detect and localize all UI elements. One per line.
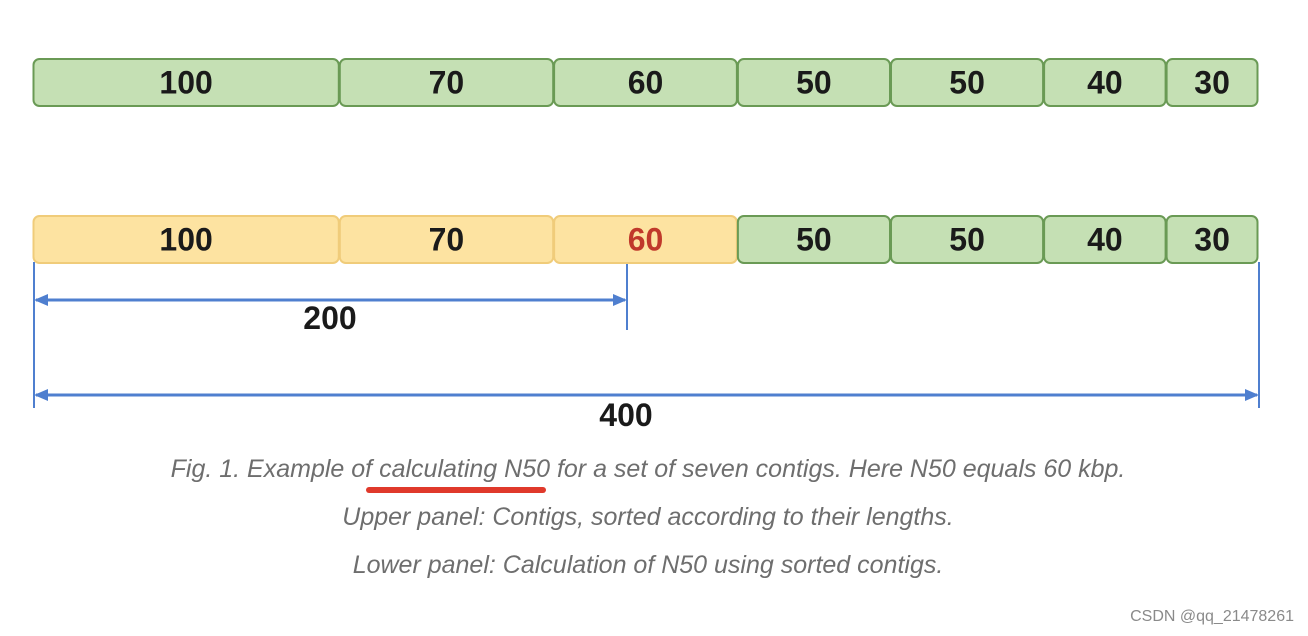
caption-line-2: Upper panel: Contigs, sorted according t… [342,503,954,531]
upper-contig-7 [1165,58,1259,107]
half-total-label: 200 [303,300,356,336]
watermark: CSDN @qq_21478261 [1130,608,1294,625]
lower-contig-label-5: 50 [949,222,985,258]
upper-contig-label-2: 70 [429,65,465,101]
lower-contig-label-7: 30 [1194,222,1230,258]
upper-contig-label-5: 50 [949,65,985,101]
upper-contig-label-6: 40 [1087,65,1123,101]
lower-contig-label-4: 50 [796,222,832,258]
caption-line-1: Fig. 1. Example of calculating N50 for a… [0,455,1296,484]
highlight-underline [366,487,546,493]
upper-panel: 100 70 60 50 50 40 30 [32,58,1259,107]
lower-contig-label-3: 60 [628,222,664,258]
caption-highlight: calculating N50 [379,455,551,483]
upper-contig-label-1: 100 [159,65,212,101]
upper-contig-label-3: 60 [628,65,664,101]
lower-contig-7 [1165,215,1259,264]
n50-diagram: 100 70 60 50 50 40 30 100 70 60 50 50 40 30 200 400 [32,58,1260,433]
caption-line-1-prefix: Fig. 1. Example of [170,455,380,483]
caption-line-3: Lower panel: Calculation of N50 using so… [352,551,944,579]
caption-line-1-suffix: for a set of seven contigs. Here N50 equ… [550,455,1126,483]
upper-contig-label-4: 50 [796,65,832,101]
lower-contig-label-1: 100 [159,222,212,258]
lower-contig-label-2: 70 [429,222,465,258]
lower-panel: 100 70 60 50 50 40 30 [32,215,1259,264]
upper-contig-3 [553,58,738,107]
total-label: 400 [599,397,652,433]
lower-contig-3 [553,215,738,264]
lower-contig-label-6: 40 [1087,222,1123,258]
upper-contig-label-7: 30 [1194,65,1230,101]
